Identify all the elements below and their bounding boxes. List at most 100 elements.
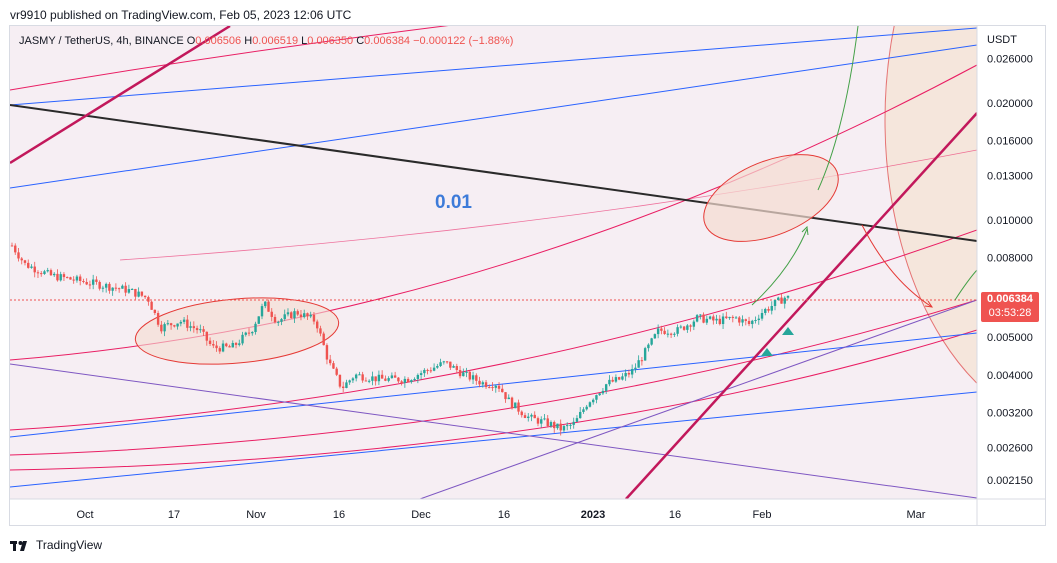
candle-body (189, 326, 192, 328)
candle-body (497, 385, 501, 389)
close-value: 0.006384 (364, 35, 411, 47)
x-axis[interactable]: Oct 17 Nov 16 Dec 16 2023 16 Feb Mar (76, 509, 925, 521)
candle-body (695, 315, 699, 322)
candle-body (591, 399, 595, 403)
candle-body (338, 374, 342, 387)
candle-body (43, 271, 46, 274)
candle-body (786, 295, 790, 298)
symbol-label: JASMY / TetherUS, 4h, BINANCE (19, 35, 184, 47)
fib-arc-6 (119, 149, 977, 261)
candle-body (741, 319, 744, 323)
footer[interactable]: TradingView (10, 538, 102, 552)
candle-body (458, 369, 462, 377)
candle-body (504, 392, 507, 400)
candle-body (137, 291, 140, 297)
candle-body (754, 320, 757, 322)
y-axis[interactable]: 0.026000 0.020000 0.016000 0.013000 0.010000… (987, 53, 1033, 486)
candle-body (705, 318, 709, 323)
blue-line-4 (10, 391, 977, 488)
candle-body (215, 345, 218, 349)
candle-body (27, 262, 30, 268)
candle-body (712, 316, 715, 321)
candle-body (650, 338, 653, 345)
candle-body (660, 328, 663, 331)
candle-body (78, 276, 82, 281)
candle-body (449, 361, 452, 368)
red-arrowhead (924, 300, 934, 308)
candle-body (82, 280, 85, 282)
candle-body (312, 314, 316, 322)
candle-body (140, 291, 144, 296)
candle-body (462, 372, 465, 377)
candle-body (569, 424, 572, 426)
candle-body (108, 283, 111, 291)
candle-body (254, 323, 257, 333)
candle-body (627, 372, 631, 375)
candle-body (432, 367, 436, 371)
candle-body (169, 323, 173, 326)
x-tick-label: 17 (168, 509, 180, 521)
open-value: 0.006506 (195, 35, 242, 47)
black-resistance-line (10, 104, 977, 242)
candle-body (410, 380, 413, 382)
candlestick-series (10, 242, 790, 436)
candle-body (212, 343, 215, 346)
candle-body (231, 342, 234, 348)
candle-body (88, 284, 92, 286)
candle-body (715, 318, 718, 321)
candle-body (364, 380, 368, 382)
red-line-top (10, 26, 231, 165)
candle-body (325, 345, 329, 360)
candle-body (556, 423, 559, 429)
candle-body (501, 388, 504, 393)
candle-body (611, 379, 614, 382)
last-price-value: 0.006384 (987, 293, 1033, 305)
candle-body (478, 380, 481, 385)
candle-body (744, 319, 747, 321)
plot-background (10, 26, 977, 499)
candle-body (46, 270, 49, 272)
candle-body (65, 277, 69, 279)
candle-body (692, 321, 696, 327)
candle-body (280, 319, 283, 322)
candle-body (290, 312, 293, 319)
candle-body (322, 333, 325, 346)
candle-body (718, 318, 722, 325)
candle-body (533, 414, 536, 419)
footer-brand: TradingView (36, 538, 103, 552)
candle-body (540, 419, 543, 424)
y-tick-label: 0.020000 (987, 98, 1033, 110)
candle-body (530, 414, 533, 417)
candle-body (721, 316, 725, 325)
candle-body (62, 274, 66, 278)
candle-body (384, 378, 387, 381)
candle-body (341, 386, 345, 388)
candle-body (111, 287, 114, 291)
candle-body (241, 334, 244, 344)
candle-body (445, 361, 449, 363)
candle-body (234, 342, 238, 345)
candle-body (777, 297, 780, 300)
x-tick-label: 16 (333, 509, 345, 521)
candle-body (59, 274, 62, 281)
candle-body (303, 313, 306, 318)
candle-body (345, 382, 348, 388)
fib-arc-1 (10, 26, 449, 91)
candle-body (549, 422, 553, 427)
candle-body (286, 312, 290, 315)
x-tick-label: Mar (907, 509, 926, 521)
candle-body (199, 329, 202, 331)
green-arrowhead-1 (801, 225, 809, 236)
candle-body (264, 301, 267, 307)
candle-body (630, 369, 634, 375)
y-tick-label: 0.026000 (987, 53, 1033, 65)
high-label: H (244, 35, 253, 47)
candle-body (117, 288, 121, 290)
candle-body (134, 288, 137, 297)
candle-body (387, 378, 390, 381)
candle-body (156, 313, 160, 325)
candle-body (406, 378, 410, 382)
candle-body (247, 332, 251, 334)
candle-body (728, 316, 731, 319)
